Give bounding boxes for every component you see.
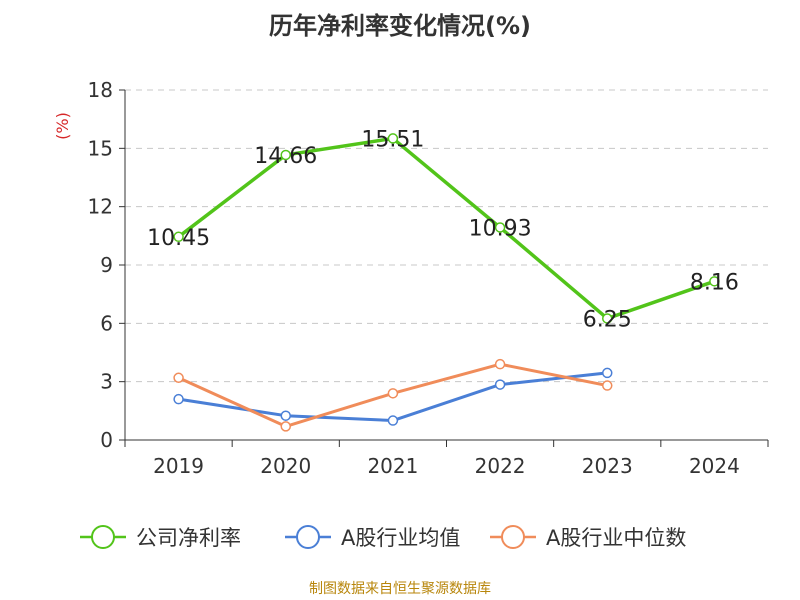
y-tick-label: 12	[88, 195, 113, 219]
y-tick-label: 6	[100, 311, 113, 335]
data-point	[494, 358, 506, 370]
source-note: 制图数据来自恒生聚源数据库	[309, 581, 491, 597]
data-point	[494, 222, 506, 233]
data-point	[602, 313, 613, 324]
legend-marker	[296, 525, 320, 549]
x-tick-label: 2023	[582, 454, 633, 478]
data-label: 15.51	[361, 127, 424, 152]
x-tick-label: 2024	[689, 454, 740, 478]
data-point	[709, 276, 720, 287]
legend: 公司净利率 A股行业均值 A股行业中位数	[80, 525, 686, 550]
chart-title: 历年净利率变化情况(%)	[269, 12, 531, 40]
data-labels: 10.45 14.66 15.51 10.93 6.25 8.16	[147, 127, 739, 332]
x-tick-label: 2019	[153, 454, 204, 478]
data-point	[173, 393, 184, 405]
data-point	[602, 367, 613, 379]
data-label: 10.45	[147, 226, 210, 251]
data-label: 10.93	[469, 216, 532, 241]
legend-marker	[501, 525, 525, 549]
data-point	[494, 379, 506, 390]
y-tick-label: 3	[100, 370, 113, 394]
data-point	[280, 410, 291, 421]
y-axis-label: (%)	[53, 112, 72, 140]
data-point	[387, 388, 399, 399]
data-point	[387, 133, 399, 144]
data-point	[602, 380, 613, 391]
legend-label: A股行业均值	[341, 526, 460, 550]
data-label: 14.66	[254, 144, 317, 169]
x-tick-label: 2021	[367, 454, 418, 478]
series-group	[173, 133, 720, 432]
legend-label: A股行业中位数	[546, 526, 686, 550]
y-tick-label: 0	[100, 428, 113, 452]
data-point	[173, 231, 184, 243]
data-label: 6.25	[583, 307, 632, 332]
y-tick-label: 9	[100, 253, 113, 277]
series-line	[177, 136, 715, 321]
data-point	[387, 415, 399, 426]
y-tick-label: 15	[88, 136, 113, 160]
data-point	[280, 149, 291, 161]
data-point	[173, 372, 184, 384]
legend-label: 公司净利率	[136, 526, 241, 550]
x-tick-label: 2022	[475, 454, 526, 478]
data-label: 8.16	[690, 270, 739, 295]
x-tick-label: 2020	[260, 454, 311, 478]
y-tick-label: 18	[88, 78, 113, 102]
axes: 0 3 6 9 12 15 18 2019 2020 2021 2022 2023 2024 (%)	[53, 78, 769, 478]
legend-marker	[91, 525, 115, 549]
data-point	[280, 421, 291, 432]
grid-lines	[125, 89, 768, 383]
